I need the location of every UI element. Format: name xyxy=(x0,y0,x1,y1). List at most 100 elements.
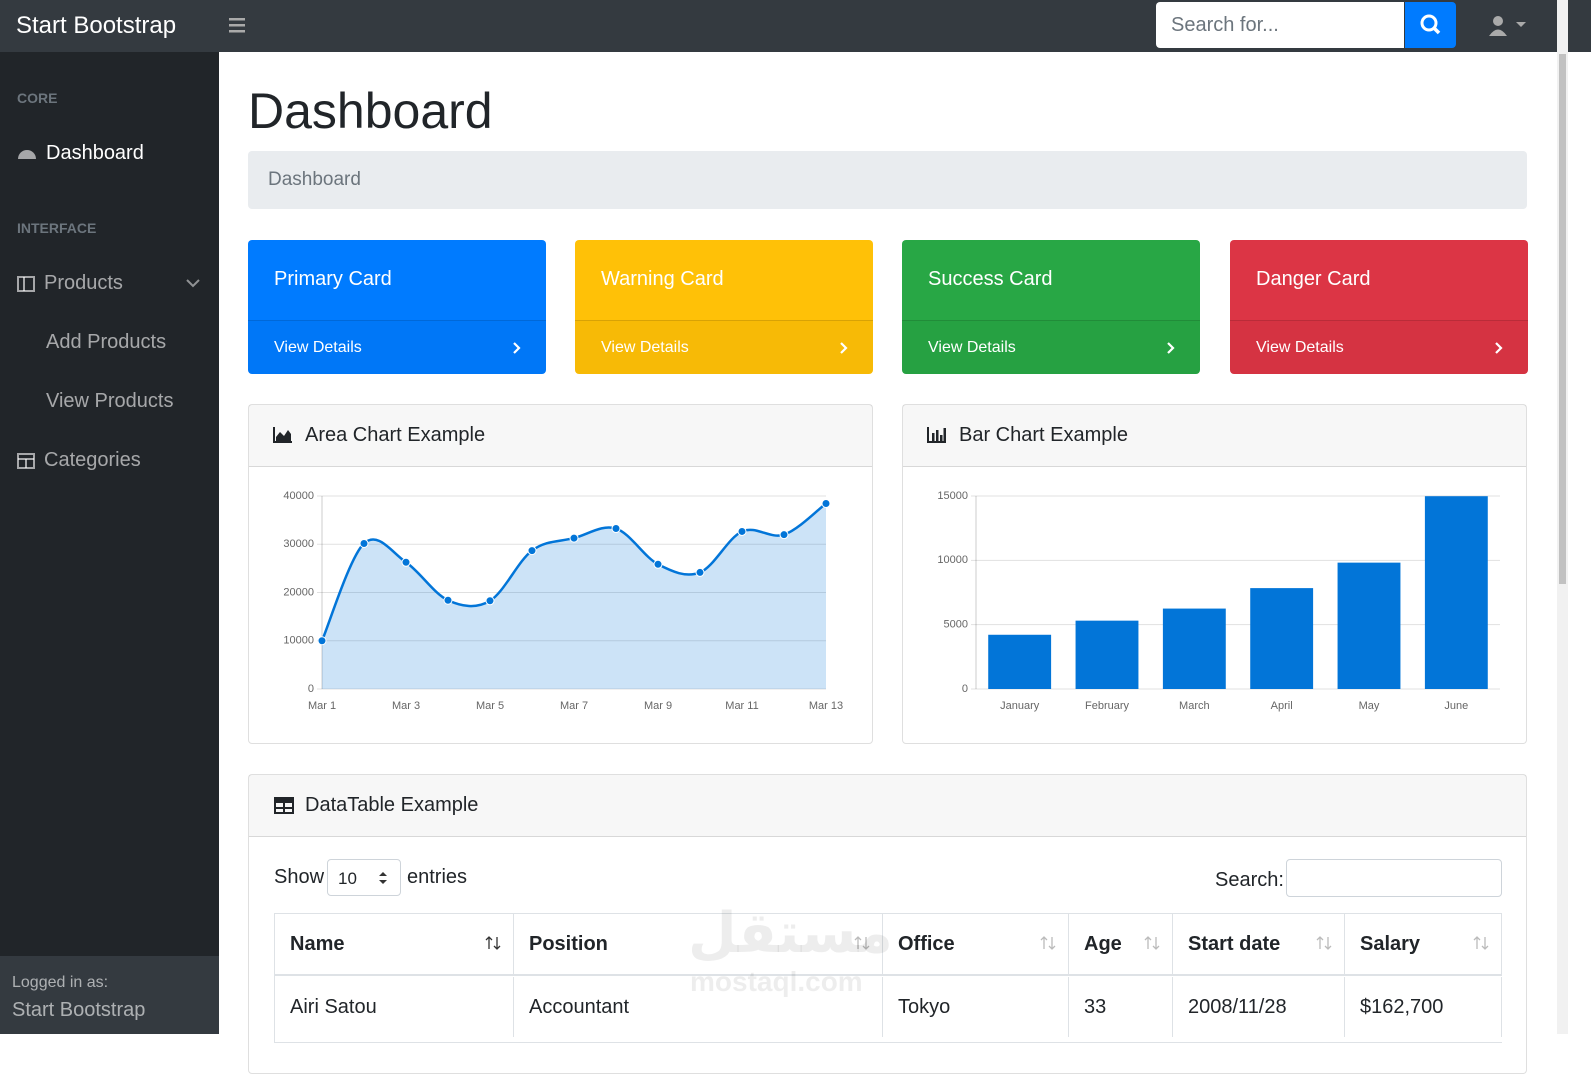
sort-icon xyxy=(1144,936,1160,950)
y-tick-label: 0 xyxy=(308,683,314,695)
data-point[interactable] xyxy=(527,546,537,556)
area-chart-card: Area Chart Example 0 10000 20000 30000 40000… xyxy=(248,404,873,744)
length-select[interactable]: 10 xyxy=(327,859,401,896)
bar[interactable] xyxy=(1162,608,1226,689)
bar[interactable] xyxy=(988,634,1052,689)
bar-icon xyxy=(927,427,946,443)
search-label: Search: xyxy=(1215,869,1284,891)
card-link[interactable]: View Details xyxy=(928,339,1016,356)
data-point[interactable] xyxy=(485,596,495,606)
column-header[interactable]: Position xyxy=(514,914,883,975)
bar[interactable] xyxy=(1337,562,1401,689)
card-title: Area Chart Example xyxy=(305,424,486,446)
data-point[interactable] xyxy=(443,595,453,605)
data-point[interactable] xyxy=(653,559,663,569)
categories-icon xyxy=(17,453,35,469)
card-title: Primary Card xyxy=(274,268,392,290)
chevron xyxy=(1167,342,1175,354)
footer-label: Logged in as: xyxy=(12,974,109,991)
length-value: 10 xyxy=(338,869,357,888)
y-tick-label: 15000 xyxy=(937,490,968,502)
nav-link[interactable]: Categories xyxy=(44,449,141,471)
table-cell: Airi Satou xyxy=(275,977,514,1037)
data-point[interactable] xyxy=(611,524,621,534)
data-point[interactable] xyxy=(569,533,579,543)
data-point[interactable] xyxy=(359,538,369,548)
card-footer: View Details xyxy=(902,320,1200,374)
collapse-arrow xyxy=(186,279,200,288)
sort-icon xyxy=(854,936,870,950)
x-tick-label: January xyxy=(1000,700,1040,712)
column-header[interactable]: Salary xyxy=(1345,914,1502,975)
x-tick-label: Mar 13 xyxy=(809,700,843,712)
bar[interactable] xyxy=(1250,588,1314,689)
nav-link[interactable]: Products xyxy=(44,272,123,294)
chevron-path xyxy=(1167,342,1175,354)
sidebar-heading: CORE xyxy=(17,90,58,106)
scrollbar-thumb xyxy=(1559,54,1566,584)
x-tick-label: Mar 5 xyxy=(476,700,504,712)
sort-icon xyxy=(485,936,501,950)
card-title: Success Card xyxy=(928,268,1053,290)
table-cell: Accountant xyxy=(514,977,883,1037)
menu-toggle[interactable] xyxy=(229,17,245,33)
column-header[interactable]: Start date xyxy=(1173,914,1345,975)
x-tick-label: Mar 3 xyxy=(392,700,420,712)
bar[interactable] xyxy=(1075,620,1139,689)
x-tick-label: March xyxy=(1179,700,1210,712)
bar-chart-card: Bar Chart Example 0 5000 10000 15000 January… xyxy=(902,404,1527,744)
search-icon xyxy=(1420,14,1441,35)
footer-user: Start Bootstrap xyxy=(12,999,146,1021)
search-button[interactable] xyxy=(1405,2,1456,48)
y-tick-label: 40000 xyxy=(283,490,314,502)
data-point[interactable] xyxy=(737,526,747,536)
card-link[interactable]: View Details xyxy=(1256,339,1344,356)
brand[interactable]: Start Bootstrap xyxy=(16,12,177,39)
x-tick-label: May xyxy=(1359,700,1380,712)
chevron-path xyxy=(840,342,848,354)
sort-icon xyxy=(1316,936,1332,950)
table-cell: $162,700 xyxy=(1345,977,1502,1037)
card-title: Bar Chart Example xyxy=(959,424,1128,446)
show-label: Show xyxy=(274,866,325,888)
nav-link[interactable]: View Products xyxy=(46,390,174,412)
column-header[interactable]: Name xyxy=(275,914,514,975)
x-tick-label: June xyxy=(1444,700,1468,712)
user-menu[interactable] xyxy=(1486,14,1530,38)
sort-arrows xyxy=(1040,936,1056,950)
stat-card: Warning Card View Details xyxy=(575,240,873,374)
card-footer: View Details xyxy=(575,320,873,374)
column-header[interactable]: Age xyxy=(1069,914,1173,975)
bar[interactable] xyxy=(1424,496,1488,689)
y-tick-label: 10000 xyxy=(937,554,968,566)
data-point[interactable] xyxy=(401,557,411,567)
nav-link[interactable]: Dashboard xyxy=(46,142,144,164)
chevron xyxy=(513,342,521,354)
stat-card: Danger Card View Details xyxy=(1230,240,1528,374)
y-tick-label: 5000 xyxy=(944,619,968,631)
card-header: Area Chart Example xyxy=(249,405,872,467)
table-icon xyxy=(274,797,294,814)
data-point[interactable] xyxy=(779,530,789,540)
nav-link[interactable]: Add Products xyxy=(46,331,167,353)
area-fill xyxy=(322,503,826,689)
sidebar-heading: INTERFACE xyxy=(17,220,97,236)
products-icon xyxy=(17,276,35,292)
data-point[interactable] xyxy=(695,567,705,577)
card-link[interactable]: View Details xyxy=(601,339,689,356)
table-search[interactable] xyxy=(1286,859,1502,897)
column-header[interactable]: Office xyxy=(883,914,1069,975)
card-title: Danger Card xyxy=(1256,268,1371,290)
card-title: Warning Card xyxy=(601,268,724,290)
data-point[interactable] xyxy=(317,636,327,646)
sidebar: CORE Dashboard INTERFACE Products Add Pr… xyxy=(0,52,219,1034)
card-link[interactable]: View Details xyxy=(274,339,362,356)
table-cell: Tokyo xyxy=(883,977,1069,1037)
search-input[interactable]: Search for... xyxy=(1156,2,1404,48)
y-tick-label: 30000 xyxy=(283,538,314,550)
data-point[interactable] xyxy=(821,498,831,508)
x-tick-label: Mar 11 xyxy=(725,700,758,712)
select-arrows xyxy=(379,872,387,884)
header-rule xyxy=(275,974,1502,976)
